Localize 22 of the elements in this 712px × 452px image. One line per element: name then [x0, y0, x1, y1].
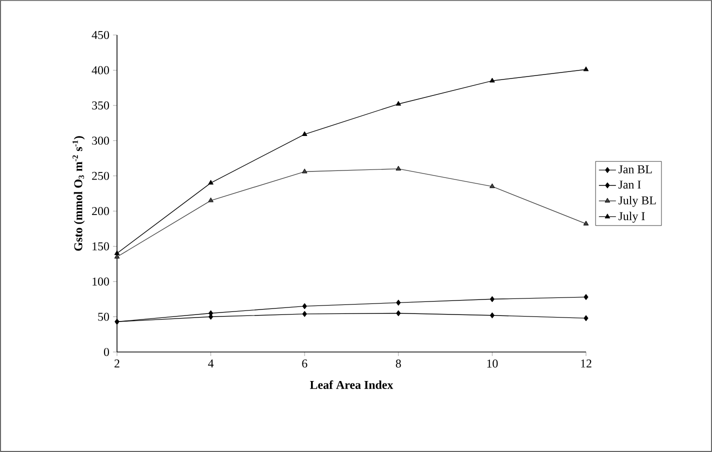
legend-label: Jan BL [618, 165, 652, 174]
x-tick-label: 8 [396, 360, 401, 368]
y-tick-label: 0 [104, 348, 110, 356]
y-tick-label: 250 [92, 172, 110, 180]
y-tick-label: 150 [92, 242, 110, 250]
y-tick-label: 450 [92, 30, 110, 40]
x-tick-label: 6 [302, 360, 308, 368]
legend-label: July BL [618, 196, 656, 207]
y-tick-label: 300 [92, 136, 110, 145]
x-tick-label: 4 [208, 360, 214, 368]
y-tick-label: 100 [92, 278, 110, 286]
x-tick-label: 12 [581, 360, 592, 368]
y-tick-label: 400 [92, 66, 110, 74]
y-tick-label: 350 [92, 101, 110, 110]
legend-label: Jan I [618, 180, 641, 189]
legend-label: July I [618, 212, 645, 223]
y-axis-title: Gsto (mmol O$_{3}$ m$^{-2}$ s$^{-1}$) [72, 136, 85, 251]
y-tick-label: 200 [92, 207, 110, 216]
y-tick-label: 50 [98, 312, 110, 321]
x-tick-label: 10 [487, 360, 498, 368]
x-tick-label: 2 [114, 360, 120, 368]
x-axis-title: Leaf Area Index [310, 380, 394, 389]
